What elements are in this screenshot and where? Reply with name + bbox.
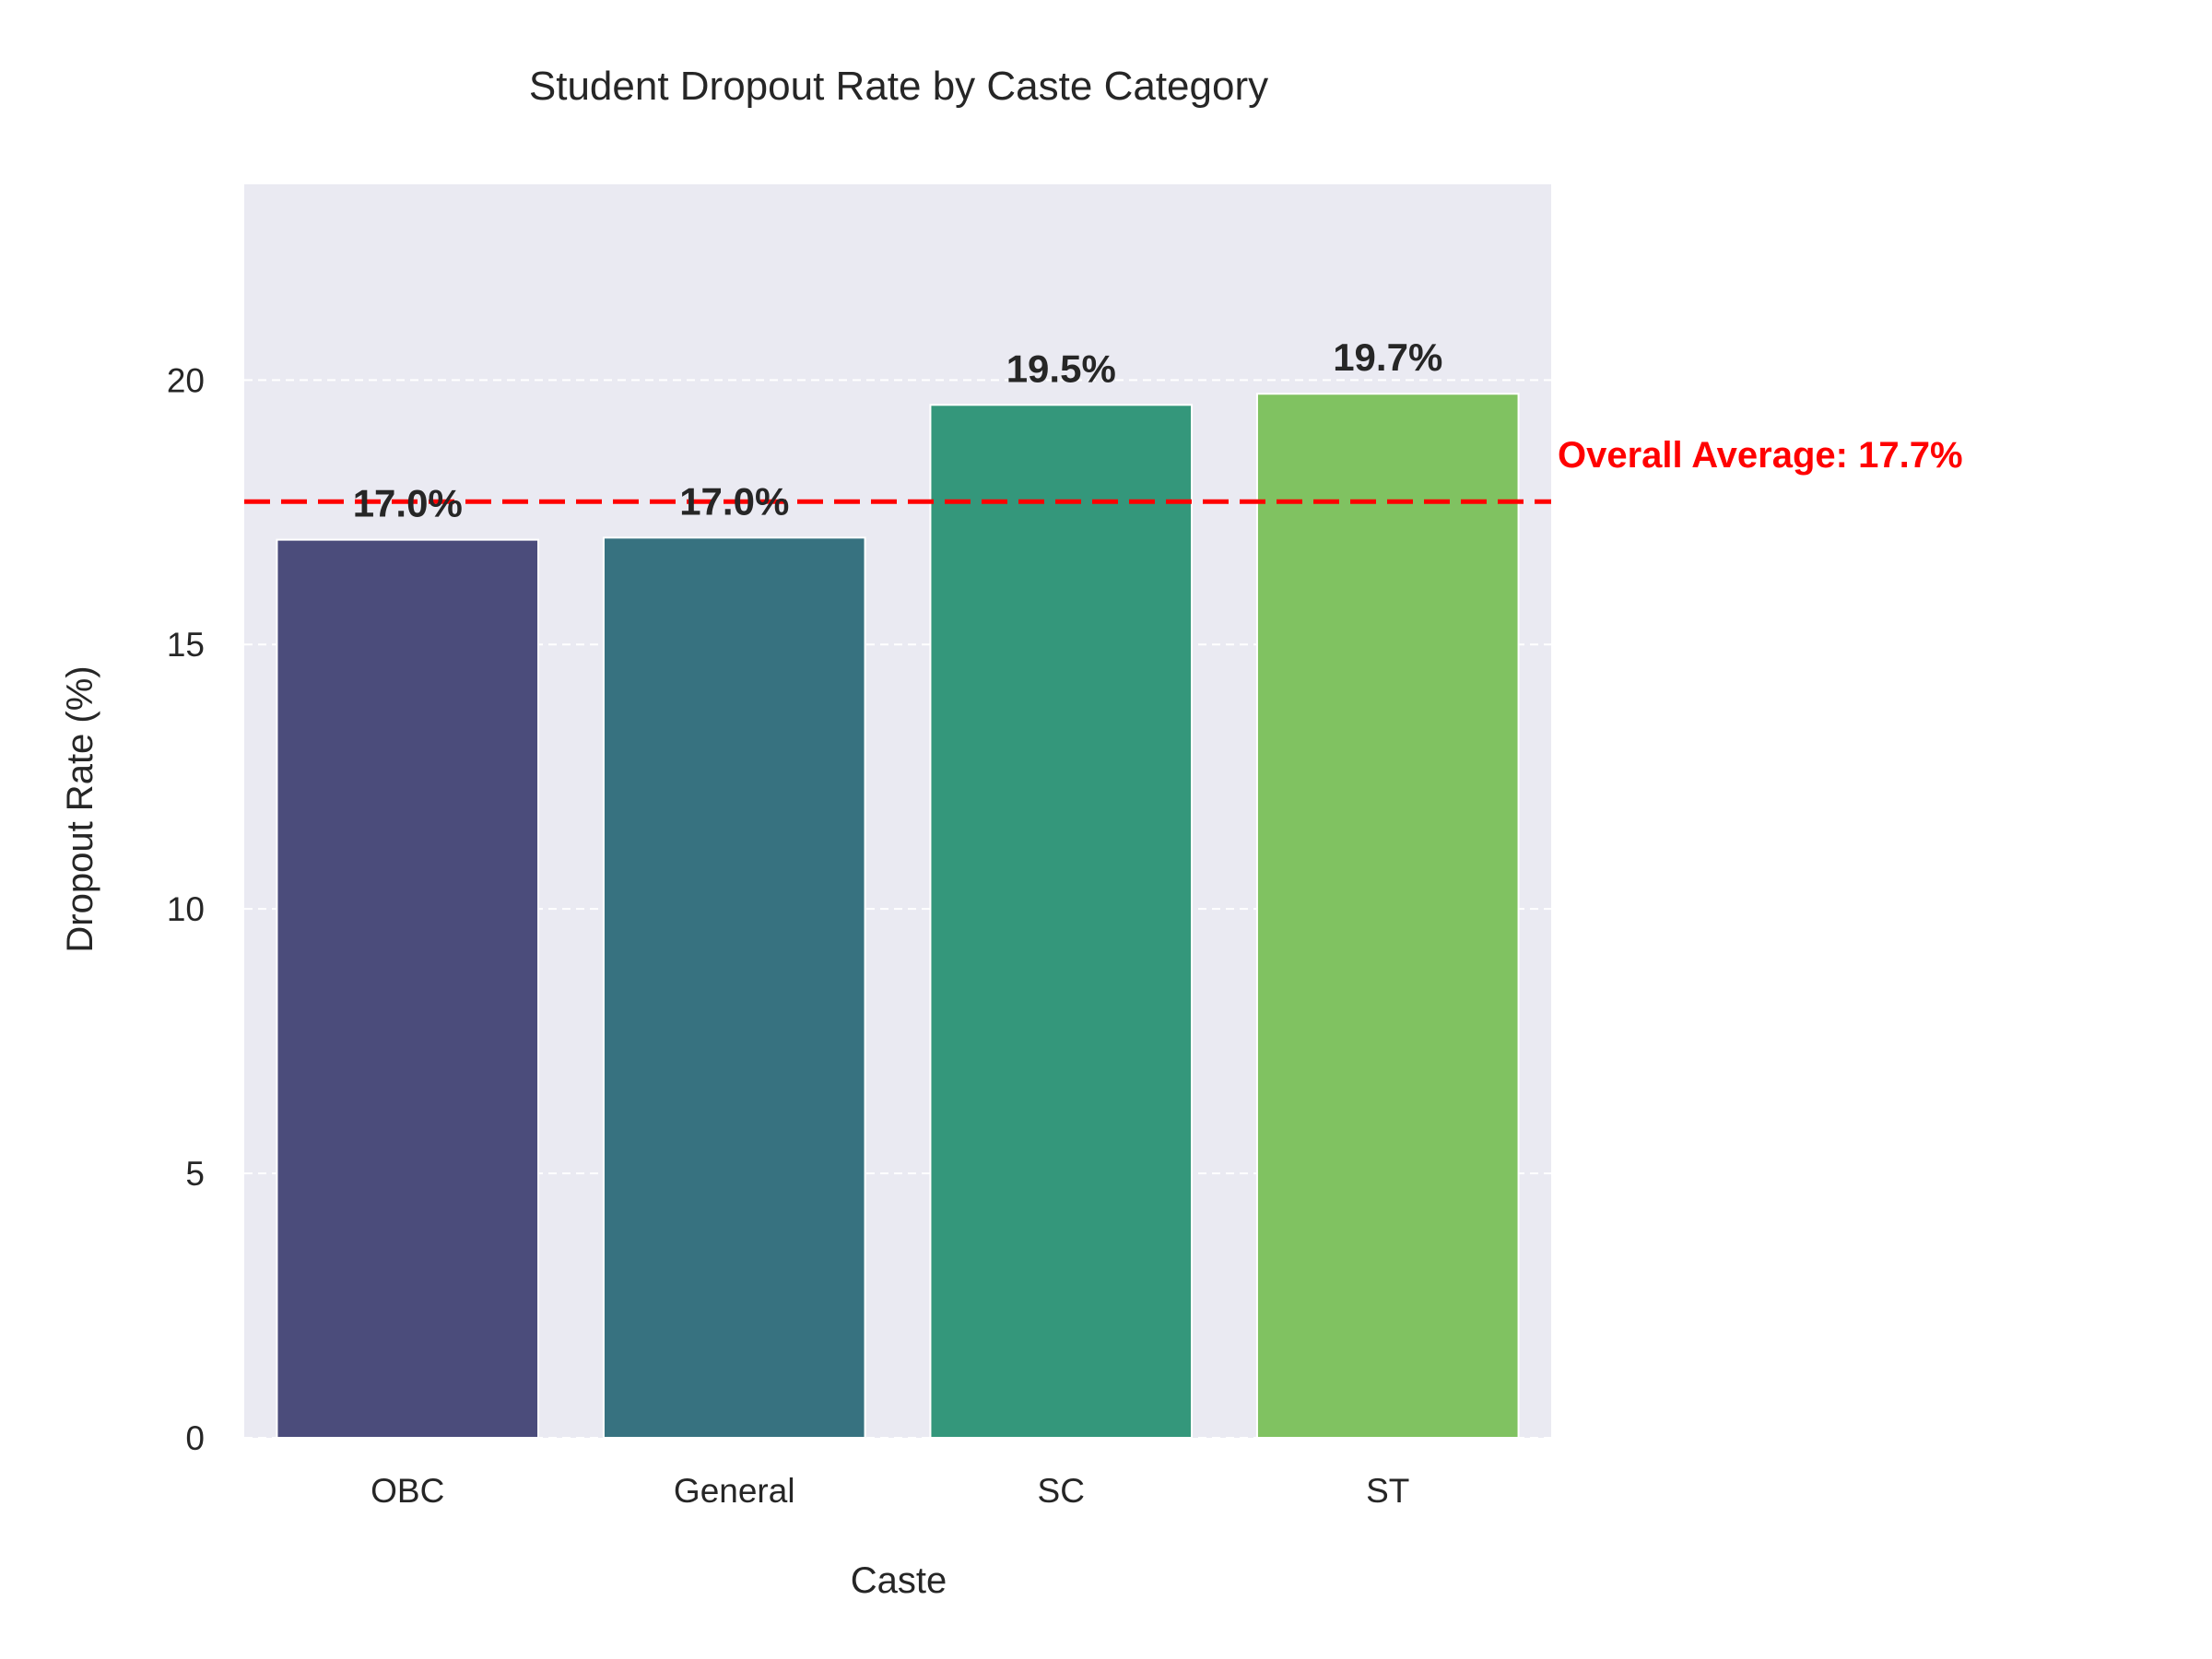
gridlines bbox=[244, 379, 1551, 1439]
bar-value-label: 17.0% bbox=[353, 482, 463, 525]
x-axis-ticks: OBC General SC ST bbox=[371, 1472, 1409, 1510]
bar-st bbox=[1255, 393, 1520, 1440]
chart-title: Student Dropout Rate by Caste Category bbox=[529, 64, 1268, 109]
x-axis-label: Caste bbox=[851, 1560, 947, 1601]
x-tick-label: ST bbox=[1366, 1472, 1409, 1510]
bar-general bbox=[602, 536, 866, 1439]
x-tick-label: SC bbox=[1038, 1472, 1085, 1510]
bar-value-label: 19.5% bbox=[1006, 347, 1116, 390]
bar-value-labels: 17.0% 17.0% 19.5% 19.7% bbox=[353, 335, 1443, 524]
y-tick-label: 5 bbox=[185, 1155, 205, 1193]
bar-value-label: 19.7% bbox=[1333, 335, 1442, 379]
y-tick-label: 0 bbox=[185, 1419, 205, 1457]
y-tick-label: 15 bbox=[167, 626, 205, 664]
y-axis-ticks: 0 5 10 15 20 bbox=[167, 361, 205, 1457]
y-tick-label: 20 bbox=[167, 361, 205, 399]
y-tick-label: 10 bbox=[167, 890, 205, 928]
bar-sc bbox=[929, 404, 1194, 1439]
y-axis-label: Dropout Rate (%) bbox=[60, 665, 100, 952]
bar-obc bbox=[276, 538, 540, 1439]
bars bbox=[276, 393, 1520, 1440]
reference-line-label: Overall Average: 17.7% bbox=[1558, 435, 1963, 476]
x-tick-label: General bbox=[674, 1472, 795, 1510]
x-tick-label: OBC bbox=[371, 1472, 444, 1510]
bar-value-label: 17.0% bbox=[679, 479, 789, 523]
